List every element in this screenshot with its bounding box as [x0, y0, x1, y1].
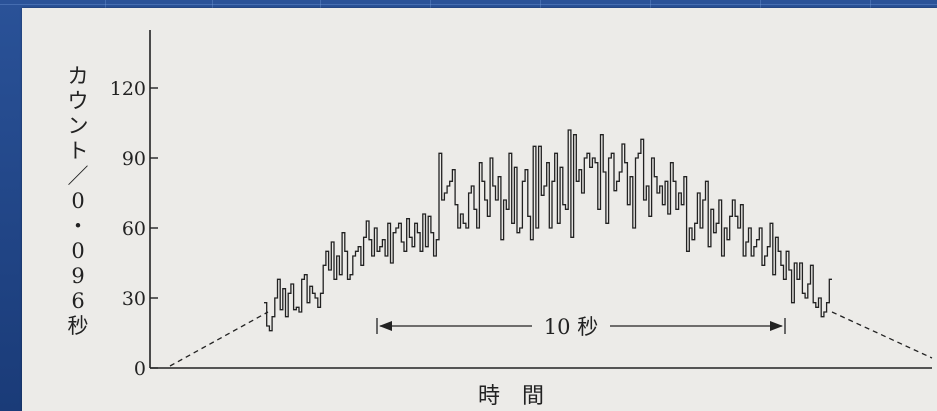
- y-axis-label-char: ／: [67, 164, 89, 188]
- y-axis-label-char: 9: [71, 264, 85, 288]
- y-tick-label: 60: [122, 218, 146, 240]
- y-axis-label-char: 6: [71, 289, 85, 313]
- y-axis-label-char: 0: [71, 239, 85, 263]
- y-tick-label: 30: [122, 288, 146, 310]
- series-count-line: [264, 129, 832, 332]
- y-axis-label-char: ・: [67, 214, 89, 238]
- y-axis-label: カウント／ 0 ・ 0 9 6 秒: [66, 64, 90, 339]
- y-axis-label-char: ン: [67, 114, 89, 138]
- y-tick-label: 0: [134, 358, 146, 380]
- lead-in-dashed-line: [169, 311, 269, 367]
- background-grid-line: [0, 4, 937, 5]
- y-axis-label-char: ウ: [67, 89, 89, 113]
- y-axis-label-char: カ: [67, 64, 89, 88]
- y-tick-label: 90: [122, 148, 146, 170]
- y-tick-label: 120: [110, 78, 146, 100]
- x-axis-label: 時間: [478, 384, 567, 409]
- y-axis-label-char: 秒: [67, 314, 89, 338]
- ten-second-label: 10 秒: [544, 315, 598, 339]
- y-axis-label-char: 0: [71, 189, 85, 213]
- ten-second-annotation: 10 秒: [376, 315, 786, 339]
- lead-out-dashed-line: [831, 311, 933, 359]
- y-axis-label-char: ト: [67, 139, 89, 163]
